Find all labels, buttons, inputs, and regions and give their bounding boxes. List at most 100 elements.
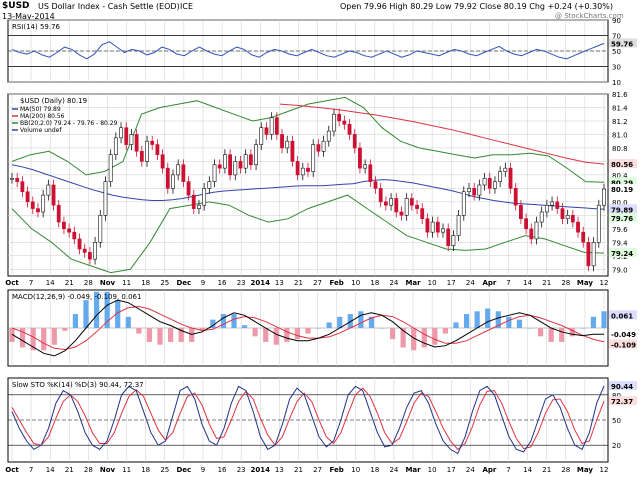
macd-histogram-bar	[157, 328, 163, 345]
macd-histogram-bar	[411, 328, 417, 351]
sto-x-label: 11	[122, 466, 131, 474]
macd-histogram-bar	[83, 300, 89, 328]
price-last-label-bg	[609, 248, 637, 258]
macd-panel: MACD(12,26,9) -0.049, -0.109, 0.061 0.061…	[7, 289, 637, 367]
macd-last-value: -0.049	[611, 331, 636, 339]
macd-histogram-bar	[167, 328, 174, 342]
price-candle-body	[264, 127, 269, 135]
price-candle-body	[15, 177, 20, 182]
price-x-label: 24	[466, 279, 475, 287]
price-candle-body	[332, 113, 336, 132]
sto-x-label: 13	[275, 466, 284, 474]
rsi-tick-label: 10	[612, 79, 621, 87]
macd-histogram-bar	[210, 319, 216, 328]
price-x-label: Dec	[177, 279, 192, 287]
price-candle-body	[145, 140, 149, 162]
price-tick-label: 80.4	[612, 172, 628, 180]
price-candle-body	[326, 130, 331, 142]
macd-histogram-bar	[252, 328, 258, 337]
price-last-label: 80.29	[611, 179, 633, 187]
price-candle-body	[383, 201, 388, 206]
price-x-label: 16	[218, 279, 227, 287]
price-candle-body	[77, 238, 82, 250]
macd-histogram-bar	[93, 291, 100, 328]
macd-histogram-bar	[453, 322, 459, 328]
sto-x-label: 7	[29, 466, 33, 474]
price-candle-body	[493, 181, 497, 189]
price-candle-body	[446, 228, 451, 246]
price-candle-body	[399, 211, 404, 216]
price-tick-label: 80.0	[612, 199, 628, 207]
price-candle-body	[467, 188, 471, 193]
price-candle-body	[477, 184, 482, 196]
price-candle-body	[197, 204, 201, 209]
price-candle-body	[134, 134, 139, 152]
sto-last-value-bg	[609, 381, 637, 391]
price-candle-body	[181, 164, 186, 182]
price-candle-body	[596, 204, 601, 243]
price-candle-body	[539, 211, 544, 223]
price-x-label: 21	[65, 279, 74, 287]
price-candle-body	[150, 140, 155, 145]
macd-histogram-bar	[273, 328, 279, 345]
price-last-label: 79.76	[611, 215, 633, 223]
price-candle-body	[534, 221, 539, 240]
price-candle-body	[487, 177, 492, 189]
macd-last-value-bg	[609, 329, 637, 339]
price-candle-body	[295, 161, 300, 176]
price-candle-body	[82, 248, 87, 253]
macd-histogram-bar	[463, 314, 470, 328]
macd-histogram-bar	[19, 328, 26, 348]
macd-histogram-bar	[559, 328, 565, 342]
price-x-label: 11	[122, 279, 131, 287]
price-candle-body	[56, 204, 61, 223]
price-candle-body	[46, 184, 51, 196]
price-candle-body	[228, 154, 233, 176]
sto-x-label: 24	[389, 466, 398, 474]
macd-histogram-bar	[347, 314, 353, 328]
macd-histogram-bar	[601, 311, 607, 328]
price-candle-body	[254, 144, 258, 166]
price-candle-body	[368, 164, 373, 182]
price-candle-body	[519, 204, 523, 220]
price-candle-body	[570, 215, 575, 223]
rsi-last-value-bg	[609, 38, 637, 48]
price-candle-body	[30, 201, 35, 209]
price-last-label: 80.56	[611, 161, 633, 169]
price-candle-body	[529, 228, 534, 240]
price-last-label-bg	[609, 159, 637, 169]
price-x-label: 28	[84, 279, 93, 287]
macd-histogram-bar	[537, 328, 544, 337]
price-frame	[7, 93, 609, 277]
price-x-label: Apr	[482, 279, 496, 287]
sto-x-label: 18	[141, 466, 150, 474]
rsi-title: RSI(14) 59.76	[12, 23, 61, 31]
macd-histogram-bar	[284, 328, 290, 342]
rsi-line	[11, 41, 605, 60]
chart-exchange: ICE	[180, 2, 193, 11]
price-tick-label: 81.0	[612, 131, 628, 139]
price-candle-body	[129, 134, 134, 145]
sto-x-label: Mar	[405, 466, 421, 474]
price-last-label: 79.89	[611, 206, 633, 214]
price-candle-body	[207, 181, 212, 189]
price-candle-body	[560, 208, 565, 220]
price-candle-body	[482, 177, 487, 186]
price-candle-body	[461, 191, 466, 216]
sto-x-label: 2014	[251, 466, 271, 474]
macd-histogram-bar	[104, 291, 110, 328]
price-last-label: 80.19	[611, 186, 633, 194]
sto-last-value: 72.37	[611, 398, 633, 406]
price-candle-body	[248, 154, 253, 166]
macd-histogram-bar	[220, 314, 227, 328]
chart-symbol: $USD	[2, 1, 30, 11]
price-candle-body	[311, 144, 316, 172]
price-candle-body	[285, 140, 290, 149]
macd-histogram-bar	[474, 311, 480, 328]
macd-histogram-bar	[485, 308, 491, 328]
price-candle-body	[352, 134, 357, 149]
price-candle-body	[591, 241, 596, 267]
rsi-panel: 90 70 50 30 10 RSI(14) 59.76 59.76	[7, 17, 637, 87]
macd-histogram-bar	[305, 328, 311, 334]
macd-histogram-bar	[400, 328, 406, 348]
